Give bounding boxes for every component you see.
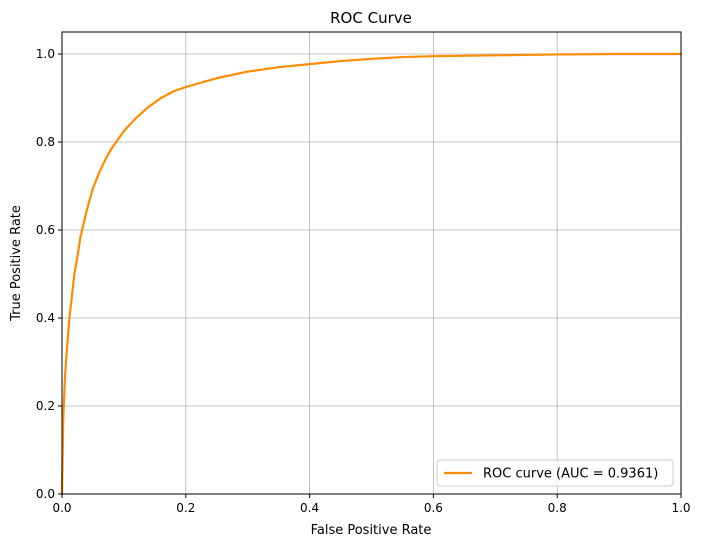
- series-layer: [60, 52, 683, 496]
- y-tick-label: 0.6: [36, 223, 55, 237]
- roc-curve-line: [60, 52, 683, 496]
- y-axis-label: True Positive Rate: [9, 205, 24, 322]
- y-tick-label: 0.2: [36, 399, 55, 413]
- y-tick-label: 0.4: [36, 311, 55, 325]
- x-tick-label: 1.0: [671, 501, 690, 515]
- x-tick-label: 0.4: [300, 501, 319, 515]
- x-tick-label: 0.0: [52, 501, 71, 515]
- x-tick-label: 0.2: [176, 501, 195, 515]
- chart-title: ROC Curve: [330, 9, 412, 27]
- y-tick-label: 1.0: [36, 47, 55, 61]
- y-tick-label: 0.0: [36, 487, 55, 501]
- legend-box: [436, 459, 674, 487]
- x-tick-label: 0.6: [424, 501, 443, 515]
- legend: ROC curve (AUC = 0.9361): [436, 459, 674, 487]
- axes-frame: [61, 31, 682, 495]
- x-axis-label: False Positive Rate: [311, 523, 432, 538]
- x-tick-label: 0.8: [548, 501, 567, 515]
- x-ticks: 0.0 0.2 0.4 0.6 0.8 1.0: [52, 494, 691, 515]
- y-tick-label: 0.8: [36, 135, 55, 149]
- legend-label: ROC curve (AUC = 0.9361): [483, 467, 658, 482]
- y-ticks: 0.0 0.2 0.4 0.6 0.8 1.0: [36, 47, 62, 501]
